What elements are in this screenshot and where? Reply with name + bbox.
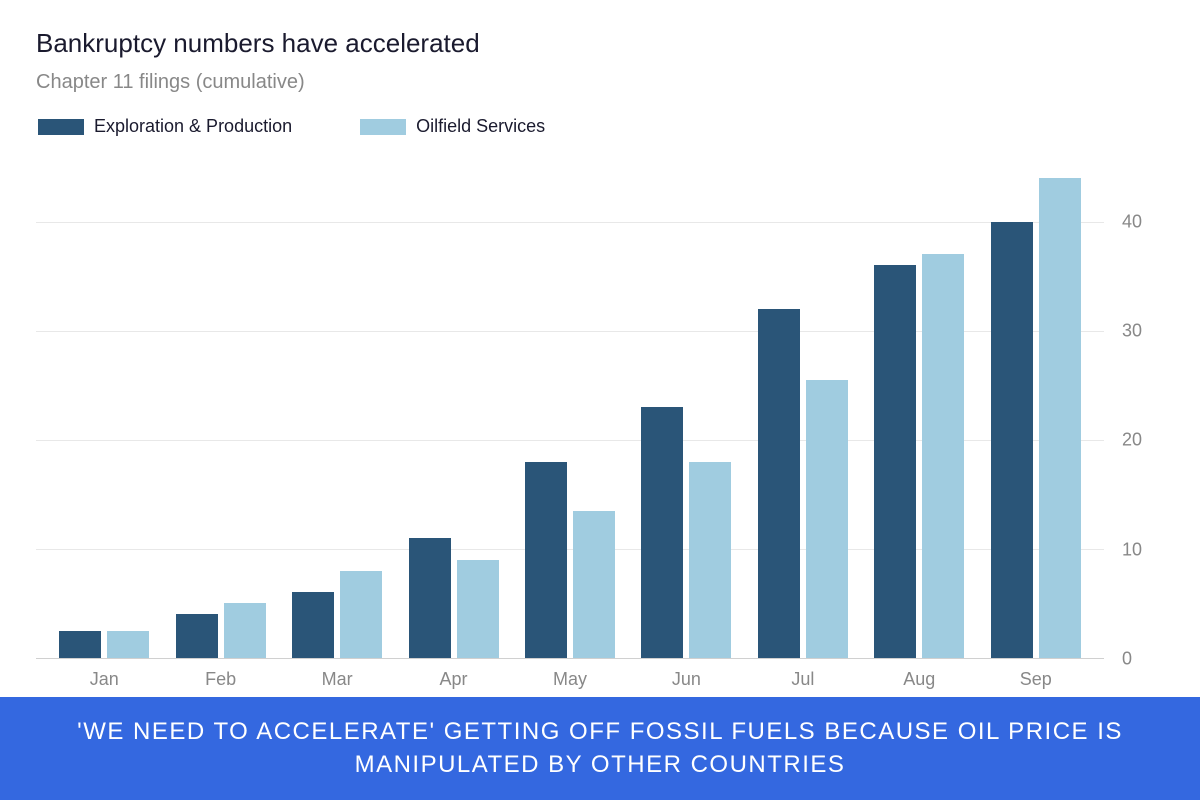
bar-series-0 bbox=[874, 265, 916, 658]
bar-group: Feb bbox=[176, 167, 266, 658]
legend-item-0: Exploration & Production bbox=[38, 116, 292, 137]
bar-series-1 bbox=[689, 462, 731, 658]
legend-item-1: Oilfield Services bbox=[360, 116, 545, 137]
x-tick-label: Apr bbox=[440, 669, 468, 690]
y-axis: 010203040 bbox=[1114, 167, 1164, 659]
y-tick-label: 10 bbox=[1122, 539, 1142, 560]
chart-legend: Exploration & Production Oilfield Servic… bbox=[36, 116, 1164, 137]
bar-series-1 bbox=[922, 254, 964, 658]
bar-series-0 bbox=[409, 538, 451, 658]
bar-group: May bbox=[525, 167, 615, 658]
bar-series-1 bbox=[224, 603, 266, 658]
y-tick-label: 20 bbox=[1122, 430, 1142, 451]
bar-series-0 bbox=[991, 222, 1033, 658]
x-tick-label: Jul bbox=[791, 669, 814, 690]
bar-series-1 bbox=[340, 571, 382, 658]
x-tick-label: Mar bbox=[322, 669, 353, 690]
bar-series-1 bbox=[573, 511, 615, 658]
bar-group: Mar bbox=[292, 167, 382, 658]
bar-group: Jun bbox=[641, 167, 731, 658]
y-tick-label: 40 bbox=[1122, 211, 1142, 232]
x-tick-label: Jun bbox=[672, 669, 701, 690]
legend-swatch-1 bbox=[360, 119, 406, 135]
x-tick-label: May bbox=[553, 669, 587, 690]
x-tick-label: Feb bbox=[205, 669, 236, 690]
bar-series-0 bbox=[176, 614, 218, 658]
banner: 'WE NEED TO ACCELERATE' GETTING OFF FOSS… bbox=[0, 697, 1200, 800]
legend-swatch-0 bbox=[38, 119, 84, 135]
plot-area: Jan Feb Mar Apr May Jun Jul Aug Sep 0 10 20 30 40 bbox=[36, 167, 1164, 697]
x-tick-label: Aug bbox=[903, 669, 935, 690]
bar-group: Apr bbox=[409, 167, 499, 658]
bar-group: Jan bbox=[59, 167, 149, 658]
bar-series-1 bbox=[457, 560, 499, 658]
bar-series-1 bbox=[1039, 178, 1081, 658]
chart-container: Bankruptcy numbers have accelerated Chap… bbox=[0, 0, 1200, 697]
bar-group: Aug bbox=[874, 167, 964, 658]
y-tick-label: 0 bbox=[1122, 648, 1132, 669]
bar-series-0 bbox=[641, 407, 683, 658]
chart-subtitle: Chapter 11 filings (cumulative) bbox=[36, 71, 1164, 94]
bar-group: Sep bbox=[991, 167, 1081, 658]
bar-series-0 bbox=[59, 631, 101, 658]
x-tick-label: Jan bbox=[90, 669, 119, 690]
y-tick-label: 30 bbox=[1122, 320, 1142, 341]
bar-series-0 bbox=[758, 309, 800, 658]
bars-region: Jan Feb Mar Apr May Jun Jul Aug Sep bbox=[36, 167, 1104, 659]
bar-group: Jul bbox=[758, 167, 848, 658]
legend-label-1: Oilfield Services bbox=[416, 116, 545, 137]
bar-series-0 bbox=[292, 592, 334, 657]
chart-title: Bankruptcy numbers have accelerated bbox=[36, 28, 1164, 59]
bar-series-0 bbox=[525, 462, 567, 658]
legend-label-0: Exploration & Production bbox=[94, 116, 292, 137]
bar-series-1 bbox=[107, 631, 149, 658]
bar-series-1 bbox=[806, 380, 848, 658]
x-tick-label: Sep bbox=[1020, 669, 1052, 690]
